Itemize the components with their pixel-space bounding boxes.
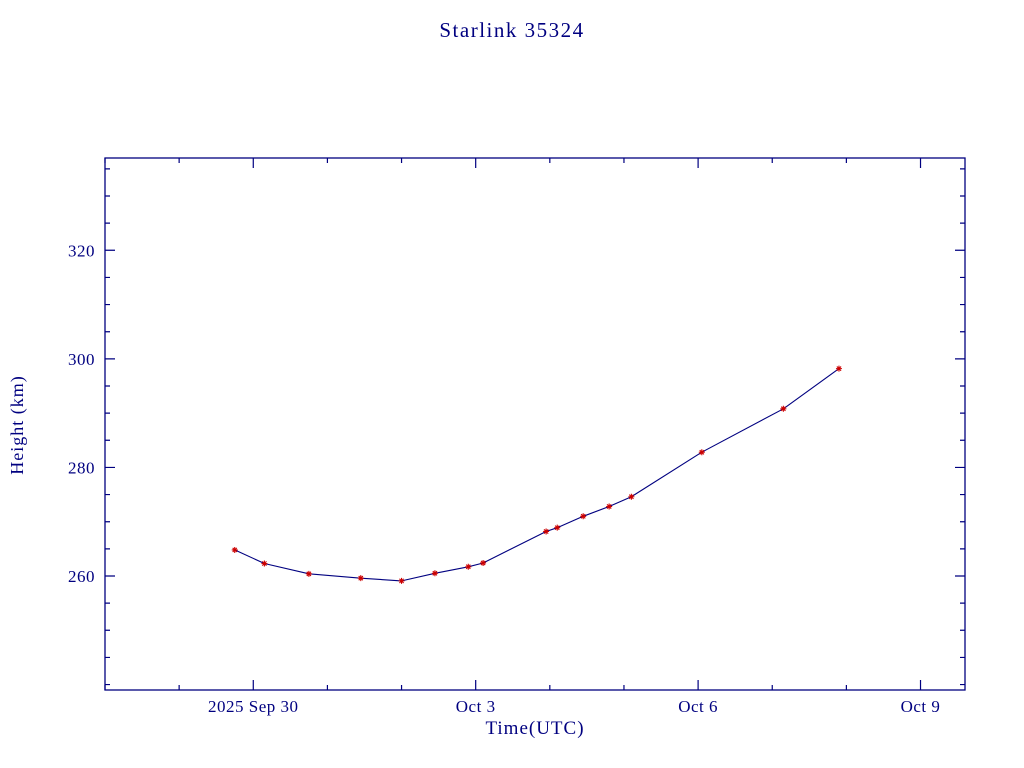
data-point-marker [398, 577, 405, 584]
data-point-marker [480, 559, 487, 566]
data-point-marker [305, 570, 312, 577]
x-tick-label: Oct 6 [678, 697, 718, 716]
x-tick-label: Oct 9 [901, 697, 941, 716]
data-point-marker [554, 524, 561, 531]
plot-frame [104, 157, 966, 691]
x-tick-label: Oct 3 [456, 697, 496, 716]
data-point-marker [465, 563, 472, 570]
y-tick-label: 260 [68, 567, 95, 586]
data-point-marker [261, 560, 268, 567]
y-tick-label: 280 [68, 458, 95, 477]
y-tick-label: 300 [68, 350, 95, 369]
data-point-marker [780, 405, 787, 412]
data-point-marker [628, 493, 635, 500]
x-tick-label: 2025 Sep 30 [208, 697, 299, 716]
data-point-marker [835, 365, 842, 372]
data-point-marker [357, 575, 364, 582]
y-tick-label: 320 [68, 241, 95, 260]
data-point-marker [431, 570, 438, 577]
data-point-marker [606, 503, 613, 510]
height-curve [234, 368, 840, 582]
chart-title: Starlink 35324 [439, 18, 585, 42]
data-point-marker [543, 528, 550, 535]
x-axis-label: Time(UTC) [485, 718, 585, 739]
data-point-marker [698, 449, 705, 456]
data-point-marker [580, 513, 587, 520]
data-point-marker [231, 546, 238, 553]
axis-ticks [104, 158, 965, 690]
